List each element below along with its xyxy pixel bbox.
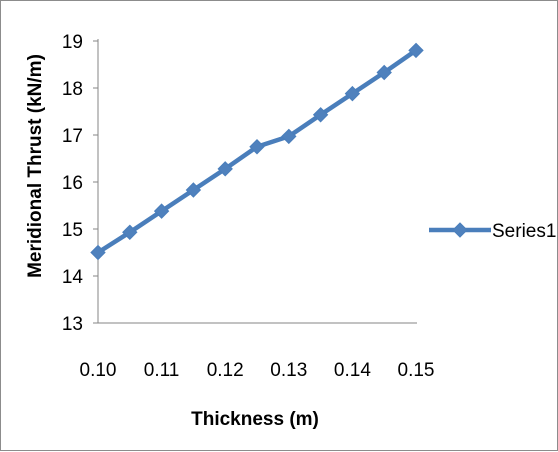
data-point-marker [344,85,361,102]
legend-label: Series1 [492,221,556,242]
data-point-marker [312,107,329,123]
x-tick-label: 0.13 [270,360,307,381]
data-point-marker [281,128,297,145]
series-group [90,42,424,261]
data-point-marker [408,42,424,59]
legend-marker [452,222,468,238]
data-point-marker [122,224,138,240]
data-point-marker [376,64,392,81]
y-axis-title: Meridional Thrust (kN/m) [25,54,46,278]
y-tick-label: 19 [62,32,83,53]
x-tick-label: 0.15 [398,360,435,381]
x-tick-label: 0.10 [80,360,117,381]
y-tick-label: 17 [62,126,83,147]
data-point-marker [217,161,233,177]
data-point-marker [185,182,202,198]
y-tick-labels: 13 14 15 16 17 18 19 [62,32,98,335]
data-point-marker [90,244,106,261]
x-tick-label: 0.14 [334,360,371,381]
y-tick-label: 15 [62,220,83,241]
x-tick-labels: 0.10 0.11 0.12 0.13 0.14 0.15 [80,360,435,381]
x-tick-label: 0.12 [207,360,244,381]
data-point-marker [153,203,170,219]
legend: Series1 [429,221,556,242]
x-axis-title: Thickness (m) [191,409,319,430]
data-point-marker [249,139,265,155]
x-tick-label: 0.11 [144,360,180,381]
y-tick-label: 18 [62,79,83,100]
y-tick-label: 16 [62,173,83,194]
y-tick-label: 13 [62,314,83,335]
y-tick-label: 14 [62,267,84,288]
